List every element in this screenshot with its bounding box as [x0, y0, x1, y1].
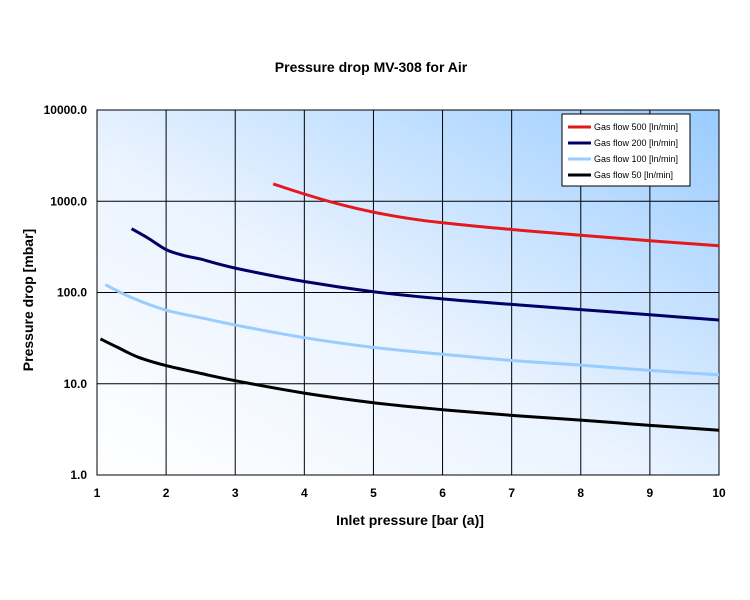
plot-border — [96, 109, 720, 476]
x-tick-label: 4 — [301, 486, 308, 500]
legend-label-0: Gas flow 500 [ln/min] — [594, 122, 678, 132]
y-axis-label: Pressure drop [mbar] — [20, 229, 36, 371]
y-tick-label: 10.0 — [64, 377, 88, 391]
series-line-2 — [104, 283, 720, 377]
x-tick-labels: 1 2 3 4 5 6 7 8 9 10 — [94, 486, 726, 500]
x-tick-label: 6 — [439, 486, 446, 500]
y-tick-label: 1000.0 — [50, 194, 87, 208]
series-line-1 — [130, 227, 720, 322]
x-tick-label: 8 — [577, 486, 584, 500]
x-axis-label: Inlet pressure [bar (a)] — [336, 512, 484, 528]
x-tick-label: 5 — [370, 486, 377, 500]
y-tick-label: 100.0 — [57, 286, 87, 300]
series-lines — [99, 182, 720, 432]
x-tick-label: 2 — [163, 486, 170, 500]
legend: Gas flow 500 [ln/min] Gas flow 200 [ln/mi… — [561, 113, 691, 187]
legend-label-1: Gas flow 200 [ln/min] — [594, 138, 678, 148]
x-tick-label: 1 — [94, 486, 101, 500]
x-tick-label: 9 — [647, 486, 654, 500]
series-line-0 — [272, 182, 720, 248]
x-tick-label: 3 — [232, 486, 239, 500]
y-tick-label: 1.0 — [70, 468, 87, 482]
legend-label-3: Gas flow 50 [ln/min] — [594, 170, 673, 180]
y-tick-label: 10000.0 — [44, 103, 88, 117]
x-tick-label: 7 — [508, 486, 515, 500]
series-line-3 — [99, 337, 720, 432]
chart-title: Pressure drop MV-308 for Air — [275, 59, 468, 75]
y-tick-labels: 1.0 10.0 100.0 1000.0 10000.0 — [44, 103, 88, 482]
legend-label-2: Gas flow 100 [ln/min] — [594, 154, 678, 164]
x-tick-label: 10 — [712, 486, 726, 500]
